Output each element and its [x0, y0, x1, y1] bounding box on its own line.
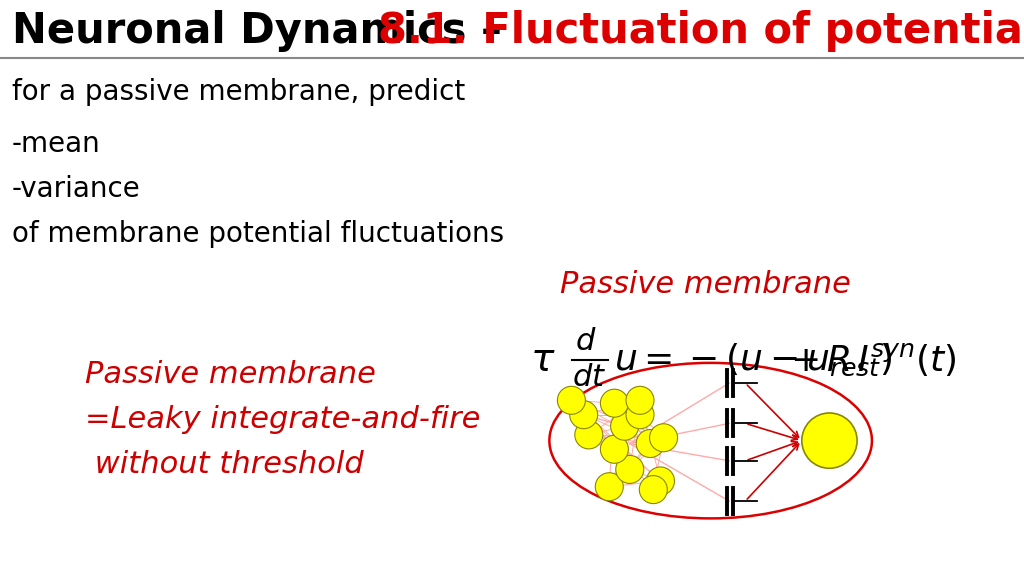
Circle shape	[646, 467, 675, 495]
Text: $dt$: $dt$	[572, 363, 606, 392]
Circle shape	[569, 401, 598, 429]
Circle shape	[636, 430, 665, 457]
Circle shape	[600, 435, 629, 463]
Circle shape	[649, 424, 678, 452]
Circle shape	[610, 412, 639, 440]
Text: Passive membrane: Passive membrane	[560, 270, 851, 299]
Text: without threshold: without threshold	[85, 450, 364, 479]
Text: Passive membrane: Passive membrane	[85, 360, 376, 389]
Circle shape	[600, 389, 629, 417]
Text: for a passive membrane, predict: for a passive membrane, predict	[12, 78, 465, 106]
Text: $d$: $d$	[575, 328, 597, 357]
Text: -variance: -variance	[12, 175, 140, 203]
Circle shape	[595, 473, 624, 501]
Text: $u = -(u-u_{rest})$: $u = -(u-u_{rest})$	[614, 342, 893, 378]
Text: $+\,R\,I^{syn}(t)$: $+\,R\,I^{syn}(t)$	[790, 342, 956, 378]
Circle shape	[639, 476, 668, 503]
Circle shape	[626, 401, 654, 429]
Circle shape	[615, 456, 644, 483]
Text: 8.1. Fluctuation of potential: 8.1. Fluctuation of potential	[378, 10, 1024, 52]
Text: of membrane potential fluctuations: of membrane potential fluctuations	[12, 220, 504, 248]
Text: =Leaky integrate-and-fire: =Leaky integrate-and-fire	[85, 405, 480, 434]
Text: $\tau$: $\tau$	[530, 341, 556, 379]
Text: Neuronal Dynamics –: Neuronal Dynamics –	[12, 10, 516, 52]
Circle shape	[557, 386, 586, 414]
Text: -mean: -mean	[12, 130, 100, 158]
Circle shape	[802, 413, 857, 468]
Circle shape	[626, 386, 654, 414]
Circle shape	[574, 421, 603, 449]
